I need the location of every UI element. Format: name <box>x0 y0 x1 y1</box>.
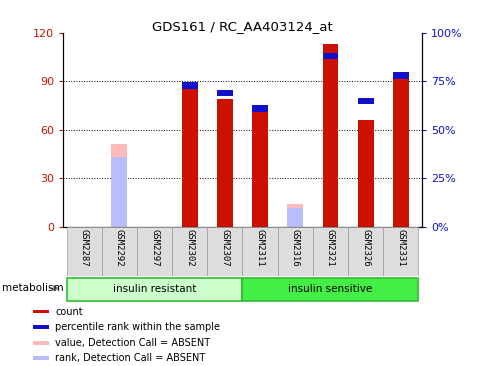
Bar <box>172 227 207 276</box>
Text: GSM2321: GSM2321 <box>325 229 334 267</box>
Bar <box>242 227 277 276</box>
Text: GSM2331: GSM2331 <box>395 229 405 267</box>
Bar <box>322 44 338 227</box>
Bar <box>252 105 268 112</box>
Bar <box>207 227 242 276</box>
Bar <box>33 310 49 313</box>
Bar <box>33 356 49 360</box>
Bar <box>322 53 338 59</box>
Text: GSM2302: GSM2302 <box>185 229 194 267</box>
Text: GSM2316: GSM2316 <box>290 229 299 267</box>
Bar <box>287 208 302 227</box>
Bar <box>312 227 348 276</box>
Bar <box>357 98 373 104</box>
Text: GDS161 / RC_AA403124_at: GDS161 / RC_AA403124_at <box>152 20 332 33</box>
Bar <box>136 227 172 276</box>
Bar <box>242 277 418 301</box>
Bar <box>348 227 382 276</box>
Bar <box>287 204 302 227</box>
Bar <box>277 227 312 276</box>
Text: GSM2311: GSM2311 <box>255 229 264 267</box>
Bar <box>216 99 232 227</box>
Bar <box>182 83 197 227</box>
Bar <box>252 111 268 227</box>
Text: GSM2326: GSM2326 <box>361 229 369 267</box>
Bar <box>33 325 49 329</box>
Bar <box>216 90 232 96</box>
Text: value, Detection Call = ABSENT: value, Detection Call = ABSENT <box>55 338 210 348</box>
Bar <box>111 145 127 227</box>
Bar <box>102 227 136 276</box>
Text: count: count <box>55 307 83 317</box>
Text: percentile rank within the sample: percentile rank within the sample <box>55 322 220 332</box>
Text: rank, Detection Call = ABSENT: rank, Detection Call = ABSENT <box>55 353 205 363</box>
Bar <box>111 157 127 227</box>
Text: insulin resistant: insulin resistant <box>113 284 196 294</box>
Bar <box>66 277 242 301</box>
Text: GSM2307: GSM2307 <box>220 229 229 267</box>
Text: GSM2297: GSM2297 <box>150 229 159 267</box>
Text: metabolism: metabolism <box>2 283 64 293</box>
Bar <box>382 227 418 276</box>
Bar <box>33 341 49 344</box>
Text: insulin sensitive: insulin sensitive <box>288 284 372 294</box>
Text: GSM2287: GSM2287 <box>79 229 89 267</box>
Bar <box>392 72 408 227</box>
Bar <box>357 120 373 227</box>
Bar <box>66 227 102 276</box>
Text: GSM2292: GSM2292 <box>115 229 123 267</box>
Bar <box>392 72 408 79</box>
Bar <box>182 82 197 89</box>
